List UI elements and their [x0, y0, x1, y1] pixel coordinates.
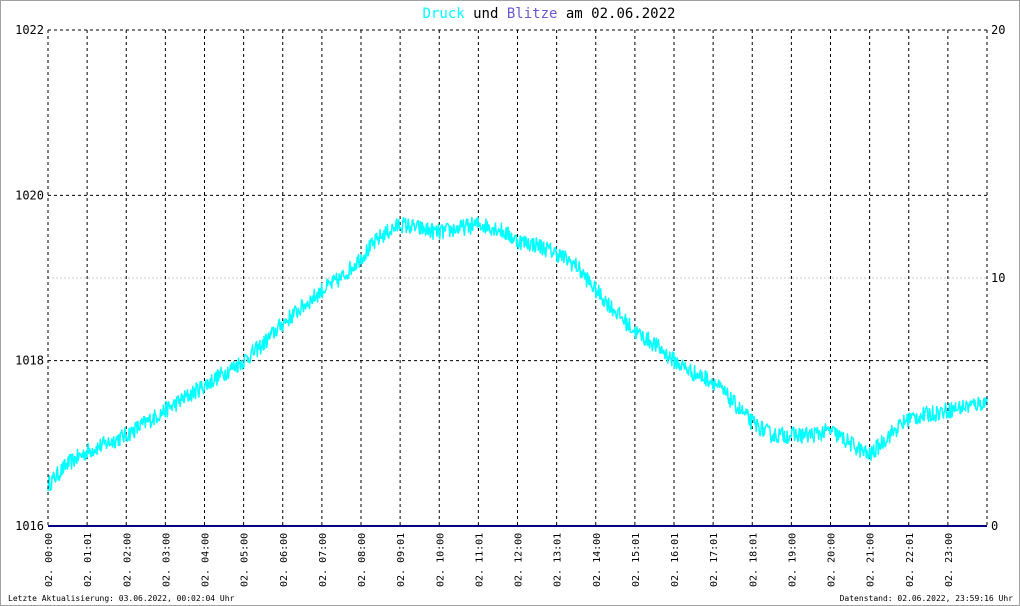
x-tick-label: 02. 22:01 [905, 533, 916, 587]
title-date: am 02.06.2022 [557, 6, 675, 22]
x-tick-label: 02. 21:00 [866, 533, 877, 587]
series-layer [47, 216, 988, 527]
x-tick-label: 02. 09:01 [396, 533, 407, 587]
grid-layer [48, 29, 987, 527]
y-right-tick-label: 20 [991, 23, 1005, 37]
x-tick-label: 02. 03:00 [161, 533, 172, 587]
x-tick-label: 02. 19:00 [787, 533, 798, 587]
title-blitze: Blitze [507, 6, 558, 22]
x-tick-label: 02. 15:01 [631, 533, 642, 587]
x-tick-label: 02. 00:00 [44, 533, 55, 587]
y-right-tick-label: 0 [991, 519, 998, 533]
x-tick-label: 02. 14:00 [592, 533, 603, 587]
x-tick-label: 02. 12:00 [514, 533, 525, 587]
x-tick-label: 02. 17:01 [709, 533, 720, 587]
footer-data-status: Datenstand: 02.06.2022, 23:59:16 Uhr [840, 594, 1014, 603]
x-tick-labels: 02. 00:00 02. 01:01 02. 02:00 02. 03:00 02. … [44, 533, 955, 587]
x-tick-label: 02. 02:00 [122, 533, 133, 587]
x-tick-label: 02. 07:00 [318, 533, 329, 587]
y-right-tick-label: 10 [991, 271, 1005, 285]
title-druck: Druck [423, 6, 466, 22]
x-tick-label: 02. 08:00 [357, 533, 368, 587]
x-tick-label: 02. 20:00 [827, 533, 838, 587]
x-tick-label: 02. 16:01 [670, 533, 681, 587]
x-tick-label: 02. 05:00 [240, 533, 251, 587]
x-tick-label: 02. 18:01 [748, 533, 759, 587]
x-tick-label: 02. 01:01 [83, 533, 94, 587]
y-left-tick-label: 1018 [15, 354, 44, 368]
x-tick-label: 02. 11:01 [474, 533, 485, 587]
title-und: und [465, 6, 507, 22]
x-tick-label: 02. 04:00 [201, 533, 212, 587]
y-left-tick-label: 1016 [15, 519, 44, 533]
footer-last-update: Letzte Aktualisierung: 03.06.2022, 00:02… [8, 594, 235, 603]
y-left-tick-label: 1020 [15, 188, 44, 202]
x-tick-label: 02. 10:00 [435, 533, 446, 587]
x-tick-label: 02. 13:01 [553, 533, 564, 587]
x-tick-label: 02. 23:00 [944, 533, 955, 587]
x-tick-label: 02. 06:00 [279, 533, 290, 587]
series-line-druck [47, 216, 988, 492]
chart-title: Druck und Blitze am 02.06.2022 [423, 6, 676, 22]
y-left-tick-label: 1022 [15, 23, 44, 37]
